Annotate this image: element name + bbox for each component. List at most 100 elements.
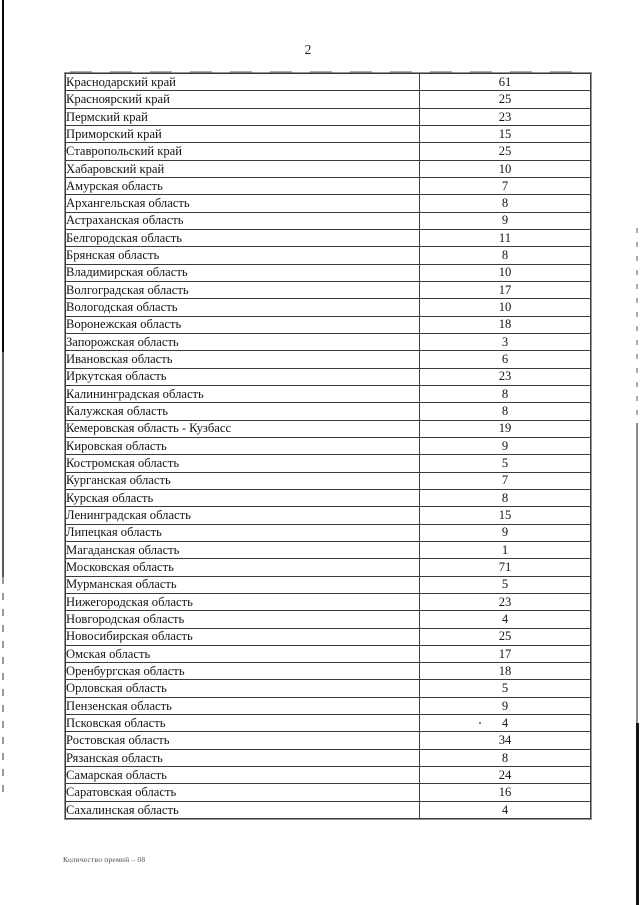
value-cell: 8: [419, 402, 591, 421]
value-cell: 9: [419, 523, 591, 542]
table-row: Саратовская область 16: [65, 783, 591, 802]
value-cell: 4: [419, 610, 591, 629]
value-cell: 9: [419, 436, 591, 456]
value-cell: 17: [419, 644, 591, 664]
value-cell: 8: [419, 194, 591, 213]
table-row: Красноярский край 25: [65, 90, 591, 109]
region-cell: Омская область: [65, 644, 420, 664]
value-cell: 15: [419, 124, 591, 144]
table-row: Белгородская область 11: [65, 228, 591, 248]
value-cell: 18: [419, 662, 591, 681]
table-row: Омская область 17: [65, 644, 591, 664]
table-row: Кировская область 9: [65, 436, 591, 456]
table-row: Ивановская область 6: [65, 350, 591, 369]
table-row: Курская область 8: [65, 488, 591, 508]
value-cell: 7: [419, 471, 591, 490]
region-cell: Самарская область: [65, 766, 420, 785]
region-cell: Магаданская область: [65, 540, 420, 560]
region-cell: Иркутская область: [65, 367, 420, 386]
region-cell: Калужская область: [65, 402, 420, 421]
region-cell: Орловская область: [65, 679, 420, 698]
scan-artifact-right-line-bottom: [636, 723, 639, 905]
region-cell: Саратовская область: [65, 783, 420, 802]
value-cell: 25: [419, 627, 591, 646]
table-row: Волгоградская область 17: [65, 280, 591, 300]
table-row: Кемеровская область - Кузбасс 19: [65, 419, 591, 438]
table-row: Липецкая область 9: [65, 523, 591, 542]
region-cell: Оренбургская область: [65, 662, 420, 681]
value-cell: 17: [419, 280, 591, 300]
value-cell: 7: [419, 176, 591, 196]
region-cell: Новгородская область: [65, 610, 420, 629]
region-cell: Амурская область: [65, 176, 420, 196]
region-cell: Кемеровская область - Кузбасс: [65, 419, 420, 438]
value-cell: 6: [419, 350, 591, 369]
table-row: Сахалинская область 4: [65, 800, 591, 820]
region-cell: Московская область: [65, 558, 420, 577]
table-row: Пермский край 23: [65, 107, 591, 126]
table-row: Архангельская область 8: [65, 194, 591, 213]
region-cell: Кировская область: [65, 436, 420, 456]
table-row: Калининградская область 8: [65, 384, 591, 404]
region-cell: Нижегородская область: [65, 592, 420, 612]
scan-artifact-right-line-top: [636, 228, 638, 423]
table-row: Московская область 71: [65, 558, 591, 577]
value-cell: 9: [419, 696, 591, 716]
region-cell: Псковская область: [65, 714, 420, 733]
table-row: Новгородская область 4: [65, 610, 591, 629]
table-row: Брянская область 8: [65, 246, 591, 265]
table-row: Краснодарский край 61: [65, 72, 591, 92]
region-cell: Сахалинская область: [65, 800, 420, 820]
table-row: Костромская область 5: [65, 454, 591, 473]
table-row: Пензенская область 9: [65, 696, 591, 716]
value-cell: 25: [419, 142, 591, 161]
region-cell: Приморский край: [65, 124, 420, 144]
scan-artifact-left-line-mid: [2, 352, 4, 577]
table-row: Приморский край 15: [65, 124, 591, 144]
value-cell: 4: [419, 800, 591, 820]
region-cell: Ростовская область: [65, 731, 420, 750]
region-cell: Новосибирская область: [65, 627, 420, 646]
value-cell: 10: [419, 159, 591, 178]
value-cell: 9: [419, 211, 591, 230]
table-row: Вологодская область 10: [65, 298, 591, 317]
region-cell: Мурманская область: [65, 575, 420, 594]
value-cell: 23: [419, 592, 591, 612]
region-cell: Белгородская область: [65, 228, 420, 248]
table-row: Астраханская область 9: [65, 211, 591, 230]
region-cell: Липецкая область: [65, 523, 420, 542]
page-number: 2: [304, 42, 312, 57]
region-cell: Волгоградская область: [65, 280, 420, 300]
region-cell: Пензенская область: [65, 696, 420, 716]
region-cell: Астраханская область: [65, 211, 420, 230]
region-cell: Рязанская область: [65, 748, 420, 768]
table-row: Воронежская область 18: [65, 315, 591, 334]
table-row: Ленинградская область 15: [65, 506, 591, 525]
table-row: Псковская область 4: [65, 714, 591, 733]
region-cell: Ивановская область: [65, 350, 420, 369]
value-cell: 34: [419, 731, 591, 750]
value-cell: 15: [419, 506, 591, 525]
region-cell: Курская область: [65, 488, 420, 508]
value-cell: 8: [419, 748, 591, 768]
table-row: Запорожская область 3: [65, 332, 591, 352]
value-cell: 8: [419, 384, 591, 404]
region-cell: Краснодарский край: [65, 72, 420, 92]
value-cell: 4: [419, 714, 591, 733]
regions-table-body: Краснодарский край 61 Красноярский край 25 П…: [65, 72, 591, 820]
value-cell: 1: [419, 540, 591, 560]
region-cell: Ставропольский край: [65, 142, 420, 161]
table-row: Орловская область 5: [65, 679, 591, 698]
region-cell: Пермский край: [65, 107, 420, 126]
table-row: Владимирская область 10: [65, 263, 591, 282]
table-row: Ставропольский край 25: [65, 142, 591, 161]
region-cell: Запорожская область: [65, 332, 420, 352]
value-cell: 8: [419, 488, 591, 508]
region-cell: Вологодская область: [65, 298, 420, 317]
table-row: Новосибирская область 25: [65, 627, 591, 646]
region-cell: Брянская область: [65, 246, 420, 265]
region-cell: Ленинградская область: [65, 506, 420, 525]
scan-artifact-right-line-mid: [636, 423, 638, 723]
value-cell: 24: [419, 766, 591, 785]
